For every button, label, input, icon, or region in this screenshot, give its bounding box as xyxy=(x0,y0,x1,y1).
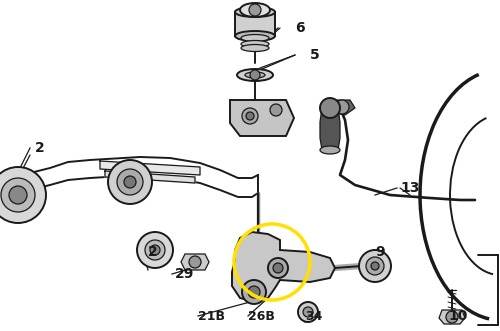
Polygon shape xyxy=(439,310,465,324)
Polygon shape xyxy=(105,171,195,183)
Polygon shape xyxy=(320,108,340,150)
Circle shape xyxy=(270,104,282,116)
Circle shape xyxy=(298,302,318,322)
Ellipse shape xyxy=(237,69,273,81)
Circle shape xyxy=(366,257,384,275)
Text: 26B: 26B xyxy=(248,309,275,322)
Ellipse shape xyxy=(241,34,269,41)
Text: 21B: 21B xyxy=(198,309,225,322)
Circle shape xyxy=(446,311,458,323)
Circle shape xyxy=(371,262,379,270)
Circle shape xyxy=(249,4,261,16)
Ellipse shape xyxy=(320,146,340,154)
Circle shape xyxy=(320,98,340,118)
Circle shape xyxy=(246,112,254,120)
Circle shape xyxy=(242,108,258,124)
Ellipse shape xyxy=(241,44,269,52)
Circle shape xyxy=(0,167,46,223)
Polygon shape xyxy=(232,232,335,302)
Circle shape xyxy=(335,100,349,114)
Polygon shape xyxy=(330,100,355,115)
Text: 2: 2 xyxy=(148,245,158,259)
Text: 6: 6 xyxy=(295,21,304,35)
Circle shape xyxy=(242,280,266,304)
Polygon shape xyxy=(235,12,275,36)
Circle shape xyxy=(189,256,201,268)
Text: 34: 34 xyxy=(305,309,322,322)
Text: 9: 9 xyxy=(375,245,384,259)
Polygon shape xyxy=(181,254,209,270)
Ellipse shape xyxy=(241,40,269,48)
Circle shape xyxy=(268,258,288,278)
Text: 10: 10 xyxy=(448,309,468,323)
Text: 5: 5 xyxy=(310,48,320,62)
Circle shape xyxy=(273,263,283,273)
Polygon shape xyxy=(230,100,294,136)
Circle shape xyxy=(124,176,136,188)
Text: 29: 29 xyxy=(175,267,195,281)
Circle shape xyxy=(248,286,260,298)
Ellipse shape xyxy=(245,72,265,78)
Circle shape xyxy=(117,169,143,195)
Polygon shape xyxy=(100,161,200,175)
Ellipse shape xyxy=(235,31,275,41)
Ellipse shape xyxy=(249,237,267,244)
Circle shape xyxy=(303,307,313,317)
Ellipse shape xyxy=(235,7,275,17)
Text: 2: 2 xyxy=(35,141,45,155)
Circle shape xyxy=(250,70,260,80)
Circle shape xyxy=(108,160,152,204)
Circle shape xyxy=(145,240,165,260)
Circle shape xyxy=(1,178,35,212)
Circle shape xyxy=(9,186,27,204)
Ellipse shape xyxy=(240,3,270,17)
Circle shape xyxy=(137,232,173,268)
Text: 13: 13 xyxy=(400,181,419,195)
Circle shape xyxy=(150,245,160,255)
Circle shape xyxy=(359,250,391,282)
